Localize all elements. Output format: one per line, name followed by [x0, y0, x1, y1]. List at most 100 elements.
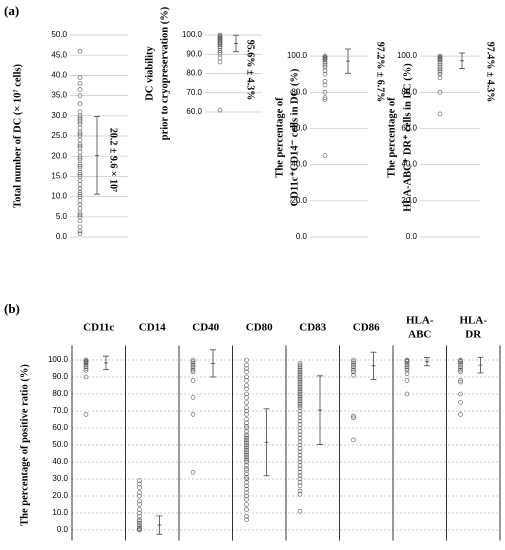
data-point [351, 369, 356, 375]
data-point [244, 369, 249, 375]
data-point [297, 383, 303, 388]
data-point [244, 440, 249, 446]
data-point [297, 372, 303, 378]
data-point [458, 364, 463, 370]
data-point [437, 59, 443, 64]
data-point [137, 519, 142, 524]
y-tick-label: 70.0 [52, 406, 68, 415]
y-tick-label: 100.0 [287, 51, 308, 60]
data-point [458, 412, 463, 417]
data-point [322, 71, 328, 77]
data-point [244, 395, 249, 400]
data-point [244, 437, 249, 443]
data-point [297, 384, 303, 390]
data-point [137, 517, 142, 523]
data-point [437, 71, 443, 77]
data-point [217, 59, 223, 65]
y-tick-label: 10.0 [52, 508, 68, 517]
data-point [297, 364, 303, 370]
data-point [322, 89, 328, 95]
data-point [190, 378, 196, 383]
data-point [77, 109, 83, 115]
y-tick-label: 40.0 [51, 71, 67, 80]
y-tick-label: 100.0 [48, 355, 69, 364]
data-point [297, 469, 303, 475]
data-point [190, 412, 196, 417]
data-point [77, 231, 83, 237]
data-point [137, 507, 142, 512]
y-tick-label: 80.0 [291, 87, 307, 96]
data-point [437, 89, 443, 95]
y-tick-label: 60.0 [52, 423, 68, 432]
data-point [437, 111, 443, 117]
data-point [77, 182, 83, 187]
data-point [404, 366, 410, 371]
y-axis-label: CD11c⁺CD14⁻ cells in DC (%) [289, 68, 300, 206]
y-tick-label: 60.0 [291, 124, 307, 133]
column-header: CD40 [192, 322, 219, 334]
data-point [244, 447, 249, 453]
data-point [404, 367, 410, 373]
data-point [244, 423, 249, 429]
y-tick-label: 90.0 [186, 49, 202, 58]
data-point [244, 459, 249, 465]
data-point [137, 502, 142, 507]
data-point [297, 418, 303, 424]
y-tick-label: 80.0 [186, 69, 202, 78]
y-tick-label: 50.0 [52, 440, 68, 449]
column-header: CD14 [139, 322, 166, 334]
data-point [217, 50, 223, 55]
data-point [458, 378, 463, 383]
data-point [244, 514, 249, 519]
data-point [77, 93, 83, 98]
data-point [297, 439, 303, 444]
data-point [244, 434, 249, 439]
data-point [297, 379, 303, 385]
data-point [437, 64, 443, 70]
y-tick-label: 20.0 [52, 491, 68, 500]
y-axis-label: HLA-ABC⁺ DR⁺ cells in DC (%) [402, 63, 413, 212]
data-point [137, 510, 142, 516]
data-point [190, 362, 196, 368]
data-point [244, 457, 249, 463]
data-point [297, 459, 303, 465]
annotation: 20.2 ± 9.6 × 10⁷ [108, 128, 119, 192]
data-point [437, 66, 443, 72]
data-point [244, 383, 249, 388]
y-tick-label: 100.0 [182, 30, 203, 39]
data-point [297, 422, 303, 427]
data-point [244, 466, 249, 472]
data-point [351, 437, 356, 443]
data-point [83, 412, 89, 417]
data-point [351, 415, 356, 421]
data-point [217, 55, 223, 61]
data-point [322, 64, 328, 70]
data-point [351, 359, 356, 365]
data-point [244, 412, 249, 417]
data-point [297, 396, 303, 402]
data-point [137, 498, 142, 504]
data-point [244, 468, 249, 473]
data-point [297, 405, 303, 410]
data-point [297, 449, 303, 455]
data-point [190, 369, 196, 375]
data-point [83, 367, 89, 373]
data-point [77, 149, 83, 155]
data-point [244, 420, 249, 426]
data-point [190, 359, 196, 365]
data-point [77, 131, 83, 137]
data-point [77, 137, 83, 143]
y-tick-label: 80.0 [52, 389, 68, 398]
data-point [244, 400, 249, 405]
data-point [244, 386, 249, 392]
data-point [190, 364, 196, 370]
data-point [437, 62, 443, 68]
data-point [244, 471, 249, 477]
data-point [190, 366, 196, 371]
data-point [297, 398, 303, 404]
data-point [404, 361, 410, 366]
data-point [190, 469, 196, 475]
data-point [244, 374, 249, 380]
data-point [351, 362, 356, 368]
